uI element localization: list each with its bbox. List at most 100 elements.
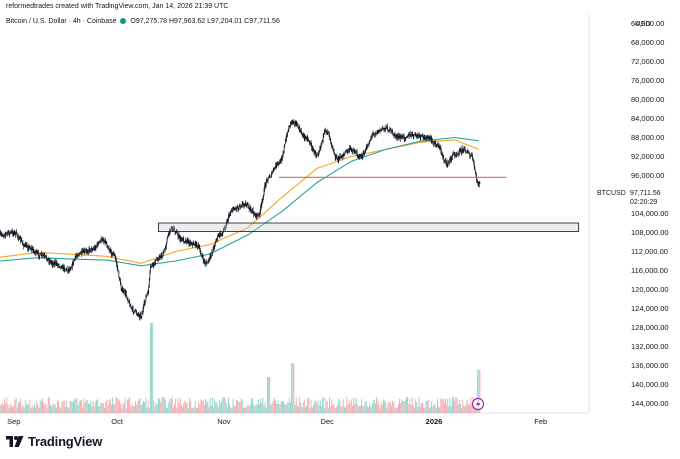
volume-bar: [113, 404, 115, 413]
candle-body: [110, 250, 112, 252]
moving-averages: [0, 136, 480, 267]
volume-bar: [358, 406, 360, 413]
candle-body: [66, 268, 67, 270]
candle-body: [326, 131, 327, 133]
candle-body: [389, 128, 391, 132]
candle-body: [313, 150, 315, 154]
volume-bar: [219, 403, 221, 413]
candle-body: [382, 128, 384, 130]
volume-bar: [145, 397, 147, 413]
candle-body: [323, 133, 325, 135]
candle-body: [269, 176, 271, 178]
candle-body: [458, 151, 460, 154]
candle-body: [137, 314, 139, 315]
candle-body: [109, 250, 111, 252]
candle-body: [98, 241, 100, 243]
candle-body: [191, 243, 193, 246]
candle-body: [22, 243, 24, 245]
volume-bar: [308, 397, 310, 413]
candle-body: [205, 263, 207, 265]
candle-body: [397, 135, 399, 137]
candle-body: [431, 139, 433, 142]
candle-body: [445, 160, 447, 164]
candle-body: [387, 130, 389, 132]
y-tick-label: 116,000.00: [631, 266, 668, 275]
volume-bar: [40, 401, 42, 413]
candle-body: [27, 247, 28, 249]
candle-body: [22, 241, 23, 244]
candle-body: [26, 245, 27, 248]
volume-bar: [114, 404, 116, 413]
candle-body: [218, 235, 220, 237]
candle-body: [421, 135, 423, 136]
candle-body: [279, 161, 281, 164]
candle-body: [84, 250, 86, 252]
candle-body: [120, 280, 121, 286]
candle-body: [342, 155, 344, 158]
volume-bar: [388, 403, 390, 413]
volume-bar: [192, 408, 194, 413]
volume-bar: [107, 405, 109, 413]
volume-bar: [224, 397, 226, 413]
candle-body: [299, 130, 301, 132]
volume-bar: [232, 398, 234, 413]
candle-body: [7, 233, 8, 234]
candle-body: [380, 129, 381, 131]
candle-body: [340, 156, 341, 157]
candle-body: [453, 153, 454, 154]
candle-body: [147, 292, 149, 294]
volume-bar: [168, 402, 170, 413]
candle-body: [123, 290, 124, 293]
candle-body: [349, 147, 351, 149]
candle-body: [468, 152, 469, 153]
volume-bar: [159, 399, 161, 413]
candle-body: [90, 248, 92, 251]
candle-body: [93, 248, 95, 250]
candle-body: [217, 235, 219, 236]
volume-bar: [333, 404, 335, 413]
candle-body: [393, 134, 395, 136]
time-axis[interactable]: Sep Oct Nov Dec 2026 Feb: [7, 417, 547, 426]
candle-body: [159, 255, 160, 257]
volume-bar: [52, 404, 54, 413]
candle-body: [135, 309, 136, 311]
volume-bar: [363, 406, 365, 413]
candle-body: [36, 252, 38, 253]
volume-bar: [156, 404, 158, 413]
candle-body: [434, 143, 436, 145]
volume-bar: [79, 400, 81, 413]
lightning-icon[interactable]: [471, 397, 485, 411]
candle-body: [288, 126, 290, 128]
candle-body: [407, 134, 409, 138]
volume-bar: [190, 400, 192, 413]
candle-body: [212, 252, 213, 254]
candle-body: [213, 246, 215, 248]
candle-body: [467, 152, 469, 153]
candle-body: [376, 133, 377, 134]
chart-author-header: reformedtrades created with TradingView.…: [6, 3, 228, 10]
candle-body: [353, 150, 355, 152]
candle-body: [162, 256, 163, 258]
volume-bar: [121, 408, 123, 413]
candle-body: [332, 148, 334, 151]
volume-bar: [387, 401, 389, 413]
candle-body: [343, 154, 345, 156]
volume-bar: [427, 399, 429, 413]
candle-body: [173, 226, 174, 231]
volume-bar: [37, 404, 39, 413]
candle-body: [185, 239, 186, 242]
volume-bar: [315, 400, 317, 413]
volume-bar: [82, 407, 84, 413]
volume-bar: [43, 402, 45, 413]
candle-body: [173, 228, 175, 231]
volume-bar: [268, 377, 270, 413]
candle-body: [403, 135, 404, 137]
price-axis[interactable]: USD 64,000.00 68,000.00 72,000.00 76,000.00…: [631, 19, 669, 408]
candle-body: [440, 148, 442, 152]
candle-body: [450, 158, 452, 161]
candle-body: [73, 260, 75, 262]
candle-body: [237, 207, 239, 208]
candle-body: [84, 250, 85, 253]
candle-body: [11, 231, 13, 233]
